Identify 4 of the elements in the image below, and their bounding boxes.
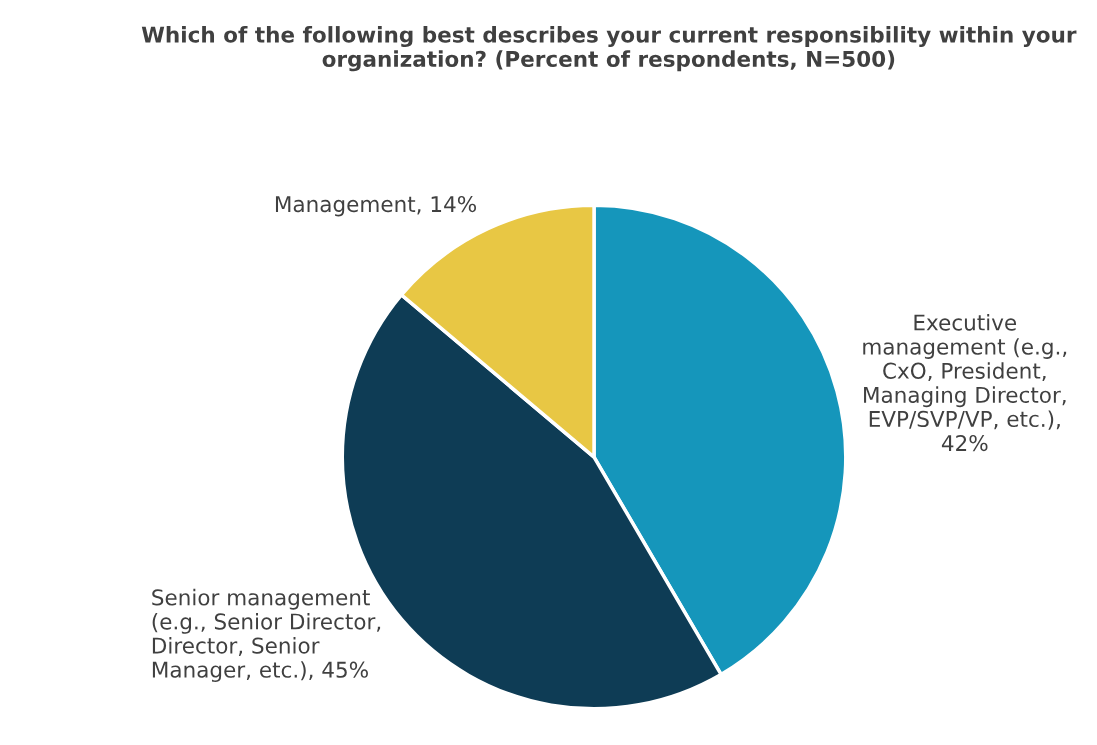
slice-label: Management, 14% xyxy=(275,195,477,217)
chart-title: Which of the following best describes your current responsibility within your organization? (Percent of respondents, N=500) xyxy=(141,26,1077,72)
slice-label: Senior management (e.g., Senior Director, Director, Senior Manager, etc.), 45% xyxy=(152,588,381,683)
slice-label: Executive management (e.g., CxO, President, Managing Director, EVP/SVP/VP, etc.), 42% xyxy=(863,314,1067,452)
